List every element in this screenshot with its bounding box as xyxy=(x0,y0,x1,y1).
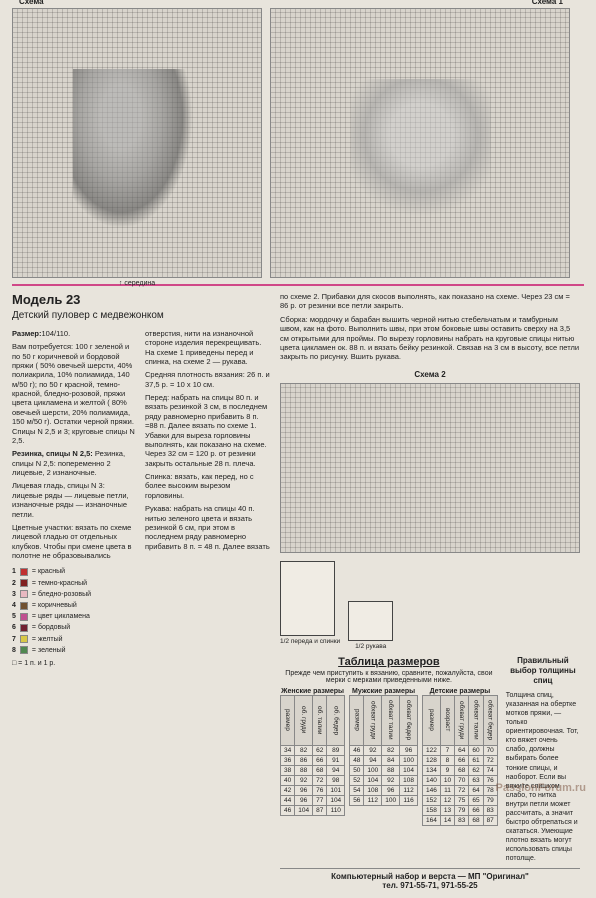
chart-label-main: Схема xyxy=(17,0,46,6)
sizes-intro: Прежде чем приступить к вязанию, сравнит… xyxy=(280,670,498,684)
rukava-text: Рукава: набрать на спицы 40 п. нитью зел… xyxy=(145,504,270,551)
model-subtitle: Детский пуловер с медвежонком xyxy=(12,310,270,323)
schema2-label: Схема 2 xyxy=(280,370,580,379)
women-header: Женские размеры xyxy=(280,688,345,695)
men-header: Мужские размеры xyxy=(349,688,418,695)
chart-label-1: Схема 1 xyxy=(530,0,565,6)
legend-item: 6 = бордовый xyxy=(12,622,270,633)
liceva-text: Лицевая гладь, спицы N 3: лицевые ряды —… xyxy=(12,481,137,519)
plotnost-text: Средняя плотность вязания: 26 п. и 37,5 … xyxy=(145,370,270,389)
legend-item: 3 = бледно-розовый xyxy=(12,589,270,600)
size-label: Размер: xyxy=(12,329,42,338)
pered-text: Перед: набрать на спицы 80 п. и вязать р… xyxy=(145,393,270,468)
rezinka-text: Резинка, спицы N 2,5: Резинка, спицы N 2… xyxy=(12,449,137,477)
chart-schema-1: Схема 1 xyxy=(270,8,570,278)
col2-a: по схеме 2. Прибавки для скосов выполнят… xyxy=(280,292,580,311)
legend-item: 2 = темно-красный xyxy=(12,578,270,589)
watermark: PassionForum.ru xyxy=(496,782,586,794)
footer: Компьютерный набор и верста — МП "Оригин… xyxy=(280,868,580,890)
advice-title: Правильный выбор толщины спиц xyxy=(506,656,580,687)
kids-header: Детские размеры xyxy=(422,688,498,695)
chart-schema-main: Схема ↑ середина xyxy=(12,8,262,278)
women-size-table: размероб. грудиоб. талииоб. бедер3482628… xyxy=(280,695,345,816)
legend-item: 1 = красный xyxy=(12,566,270,577)
legend-item: 7 = желтый xyxy=(12,634,270,645)
schematic-front-label: 1/2 переда и спинки xyxy=(280,638,340,645)
footer-text: Компьютерный набор и верста — МП "Оригин… xyxy=(280,872,580,881)
legend-item: 4 = коричневый xyxy=(12,600,270,611)
col2-b: Сборка: мордочку и барабан вышить черной… xyxy=(280,315,580,362)
materials-text: Вам потребуется: 100 г зеленой и по 50 г… xyxy=(12,342,137,445)
divider xyxy=(12,284,584,286)
color-legend: 1 = красный2 = темно-красный3 = бледно-р… xyxy=(12,566,270,656)
schematic-sleeve xyxy=(348,601,393,641)
footer-tel: тел. 971-55-71, 971-55-25 xyxy=(280,881,580,890)
seredina-label: ↑ середина xyxy=(119,280,155,287)
kids-size-table: размервозрастобхват грудиобхват талииобх… xyxy=(422,695,498,826)
model-title: Модель 23 xyxy=(12,292,270,308)
size-value: 104/110. xyxy=(42,329,71,338)
spinka-text: Спинка: вязать, как перед, но с более вы… xyxy=(145,472,270,500)
advice-body: Толщина спиц, указанная на обертке мотко… xyxy=(506,691,580,864)
schematic-sleeve-label: 1/2 рукава xyxy=(348,643,393,650)
men-size-table: размеробхват грудиобхват талииобхват бед… xyxy=(349,695,418,806)
chart-schema-2 xyxy=(280,383,580,553)
legend-item: 5 = цвет цикламена xyxy=(12,611,270,622)
sizes-heading: Таблица размеров xyxy=(280,656,498,668)
pig-motif xyxy=(73,69,193,229)
legend-item: 8 = зеленый xyxy=(12,645,270,656)
legend-square: □ = 1 п. и 1 р. xyxy=(12,658,270,669)
bear-motif xyxy=(351,79,491,239)
schematic-front xyxy=(280,561,335,636)
